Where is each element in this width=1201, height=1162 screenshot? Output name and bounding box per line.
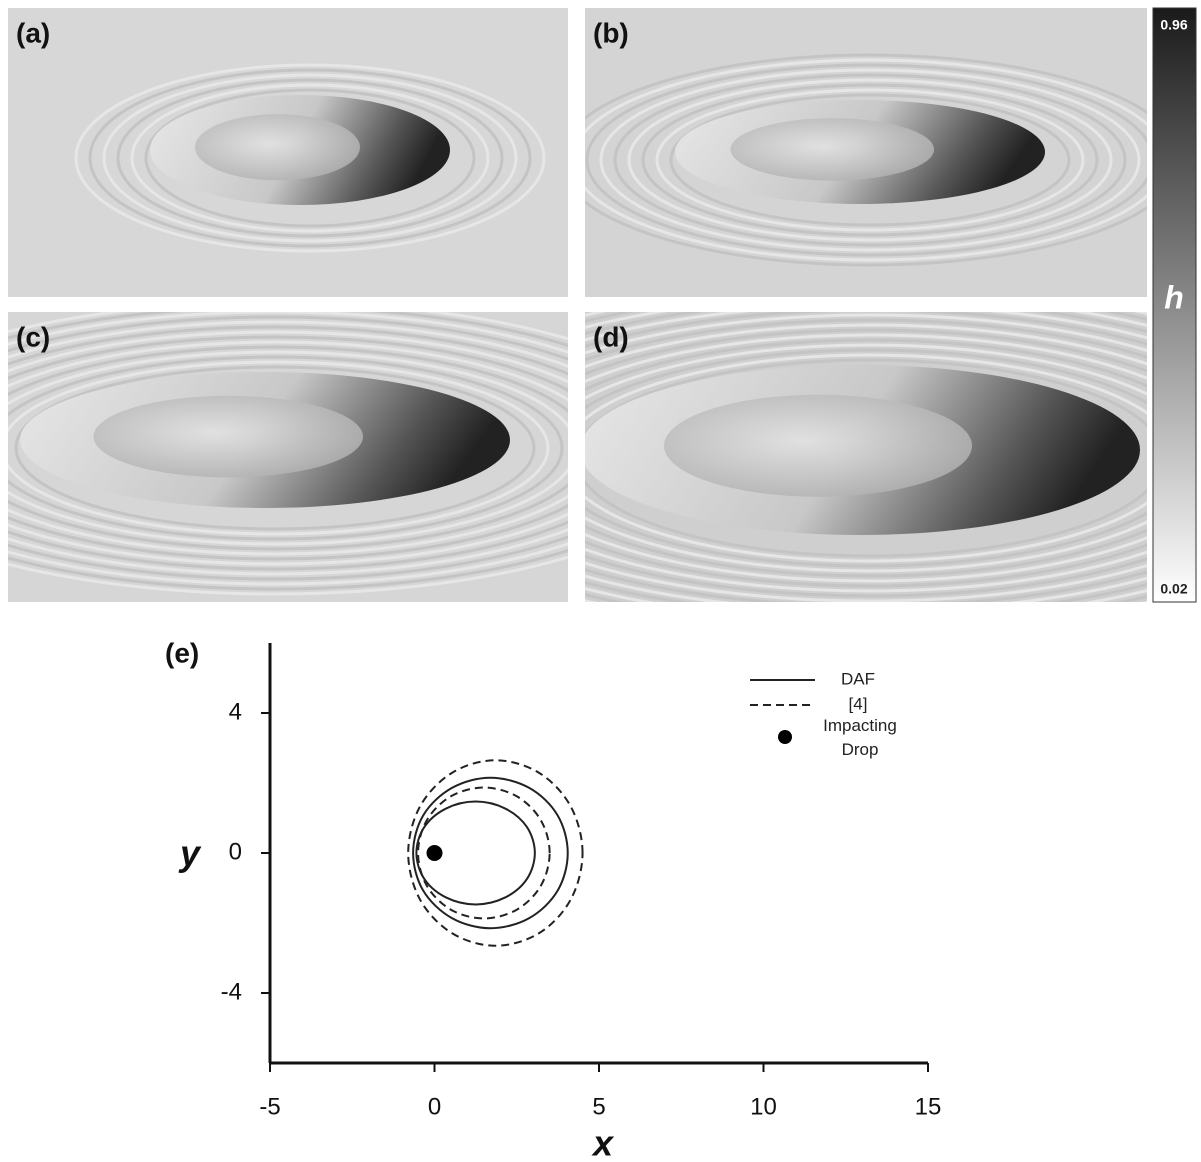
surface-inner <box>664 394 972 497</box>
ripple <box>74 63 546 253</box>
legend-swatch <box>778 730 792 744</box>
colorbar-tick-label: 0.96 <box>1160 17 1187 33</box>
ripple <box>8 345 568 551</box>
x-tick-label: 15 <box>915 1093 942 1120</box>
ripple <box>655 88 1085 232</box>
ripple <box>8 312 568 596</box>
ripple <box>130 83 490 233</box>
contour-line <box>415 800 536 906</box>
ripple <box>585 343 1147 573</box>
colorbar-tick-label: 0.02 <box>1160 581 1187 597</box>
ripple <box>585 353 1147 563</box>
panel-label: (c) <box>16 321 50 352</box>
panel-surface <box>585 312 1147 602</box>
y-tick-label: 0 <box>229 838 242 865</box>
ripple <box>8 340 568 556</box>
ripple <box>613 73 1127 247</box>
panel-label: (e) <box>165 637 199 668</box>
ripple <box>585 328 1147 588</box>
ripple <box>669 93 1071 227</box>
ripple <box>8 335 568 561</box>
ripple <box>585 318 1147 598</box>
ripple <box>8 355 564 541</box>
ripple <box>599 68 1141 252</box>
ripple <box>14 365 536 531</box>
contour-line <box>412 776 569 930</box>
ripple <box>627 78 1113 242</box>
contour-line <box>407 759 584 947</box>
panel-label: (d) <box>593 321 629 352</box>
colorbar <box>1152 7 1197 603</box>
ripple <box>585 333 1147 583</box>
panel-surface <box>585 53 1147 267</box>
x-axis-label: x <box>591 1123 615 1162</box>
ripple <box>8 360 550 536</box>
ripple <box>585 53 1147 267</box>
surface-inner <box>730 118 934 181</box>
surface-inner <box>195 114 360 181</box>
x-tick-label: 5 <box>592 1093 605 1120</box>
legend-label: [4] <box>849 694 868 713</box>
x-tick-label: 10 <box>750 1093 777 1120</box>
ripple <box>641 83 1099 237</box>
ripple <box>8 320 568 576</box>
y-tick-label: -4 <box>221 978 242 1005</box>
panel-label: (b) <box>593 17 629 48</box>
ripple <box>8 330 568 566</box>
ripple <box>585 338 1147 578</box>
ripple <box>585 313 1147 602</box>
contour-line <box>417 786 551 920</box>
panel-surface <box>8 312 568 596</box>
impact-point <box>426 845 443 861</box>
panel-surface <box>74 63 546 253</box>
ripple <box>8 312 568 591</box>
ripple <box>102 73 518 243</box>
ripple <box>8 325 568 571</box>
colorbar-label: h <box>1164 279 1184 315</box>
ripple <box>116 78 504 238</box>
ripple <box>8 312 568 586</box>
ripple <box>144 88 476 228</box>
legend-label: Impacting Drop <box>823 716 897 759</box>
legend-label: DAF <box>841 669 875 688</box>
x-tick-label: -5 <box>259 1093 280 1120</box>
ripple <box>585 323 1147 593</box>
ripple <box>88 68 532 248</box>
x-tick-label: 0 <box>428 1093 441 1120</box>
panel-label: (a) <box>16 17 50 48</box>
ripple <box>585 348 1147 568</box>
ripple <box>8 315 568 581</box>
ripple <box>8 350 568 546</box>
ripple <box>585 358 1147 558</box>
y-axis-label: y <box>178 833 202 874</box>
surface-inner <box>93 395 363 478</box>
y-tick-label: 4 <box>229 698 242 725</box>
ripple <box>585 58 1147 262</box>
ripple <box>585 63 1147 257</box>
